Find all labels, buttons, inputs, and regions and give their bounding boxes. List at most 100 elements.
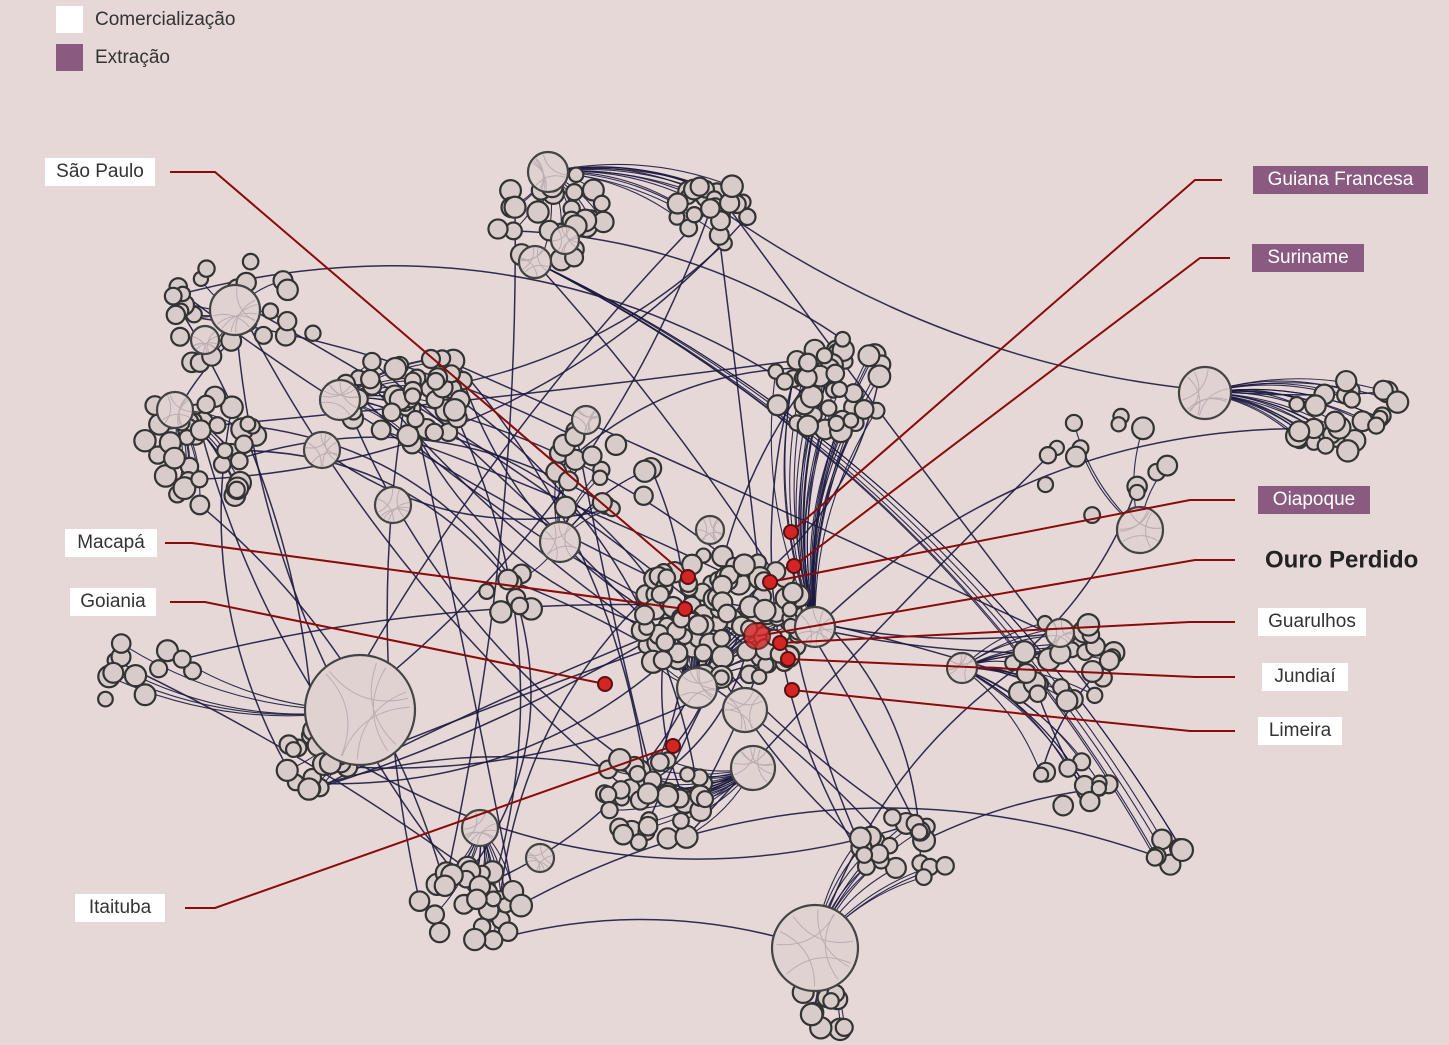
hub-node [208,283,262,337]
legend-swatch [56,6,83,33]
edge [386,401,421,902]
hub-link [709,517,722,536]
node [834,330,852,348]
node [466,888,488,911]
edge [555,367,830,473]
node [637,815,659,837]
node [910,823,929,841]
hub-link [552,227,570,242]
label-box [1253,166,1428,194]
hub-link [564,525,572,557]
highlight-node [780,651,796,667]
edge [923,787,1100,842]
edge [814,410,878,628]
node [261,302,280,320]
hub-link [1119,510,1148,532]
edge [199,216,748,481]
hub-link [729,697,763,706]
hub-link [540,845,552,865]
callout-line [170,171,689,578]
edge [459,399,699,794]
node [799,1002,824,1027]
label-text: Goiania [80,591,146,612]
hub-link [307,442,322,467]
hub-link [757,749,768,783]
node [1342,390,1361,409]
edge [804,429,826,628]
hub-link [817,909,850,968]
node [554,495,578,519]
node [1372,379,1394,401]
node [196,394,216,415]
edge [342,753,916,860]
hub-link [542,527,572,540]
hub-link [202,335,218,353]
node [241,252,260,271]
hub-link [164,395,172,424]
node [695,790,715,809]
edge [452,360,649,794]
hub-link [324,389,355,396]
label-box [45,158,155,186]
node [717,603,737,624]
hub-link [535,175,566,186]
nodes [97,150,1410,1042]
callouts: São Paulo Macapá Goiania Itaituba Guiana Fra… [45,158,1428,922]
node [693,643,713,663]
node [362,351,382,372]
node [102,661,125,684]
hub-link [804,628,833,643]
hub-link [1189,371,1200,412]
highlight-node [783,524,799,540]
node [229,451,249,471]
node [636,782,660,805]
hub-link [750,748,773,775]
node [424,904,446,925]
node [433,874,457,898]
label-box [1258,608,1366,636]
node [1145,848,1164,867]
callout-line [793,257,1230,567]
node [370,419,392,441]
node [420,348,442,370]
node [406,409,425,429]
edge [811,420,852,628]
node [557,470,579,492]
node [914,868,933,887]
node [1170,838,1195,863]
highlight-node [680,569,696,585]
node [687,614,709,636]
node [172,476,197,501]
node [753,598,777,623]
hub-node [524,842,556,874]
node [799,384,824,409]
hub-link [545,531,558,560]
hub-link [1055,631,1073,646]
node [234,434,254,455]
hub-link [1060,620,1071,641]
highlight-node [597,676,613,692]
node [1098,649,1121,672]
edge [181,603,692,660]
node [848,826,872,850]
node [220,395,244,420]
hub-link [950,660,974,665]
hub-link [341,706,410,757]
hub-link [521,257,538,277]
hub-link [696,669,714,696]
hub-link [948,654,967,671]
edge [224,449,509,581]
hub-link [377,498,395,522]
node [732,553,756,577]
hub-link [311,452,338,463]
node [190,470,209,489]
node [304,324,322,342]
node [189,419,212,442]
node [775,372,794,391]
legend-label: Extração [95,47,170,68]
edge [444,207,516,886]
hub-link [396,489,405,518]
hub-link [1182,369,1209,401]
node [1336,439,1360,463]
